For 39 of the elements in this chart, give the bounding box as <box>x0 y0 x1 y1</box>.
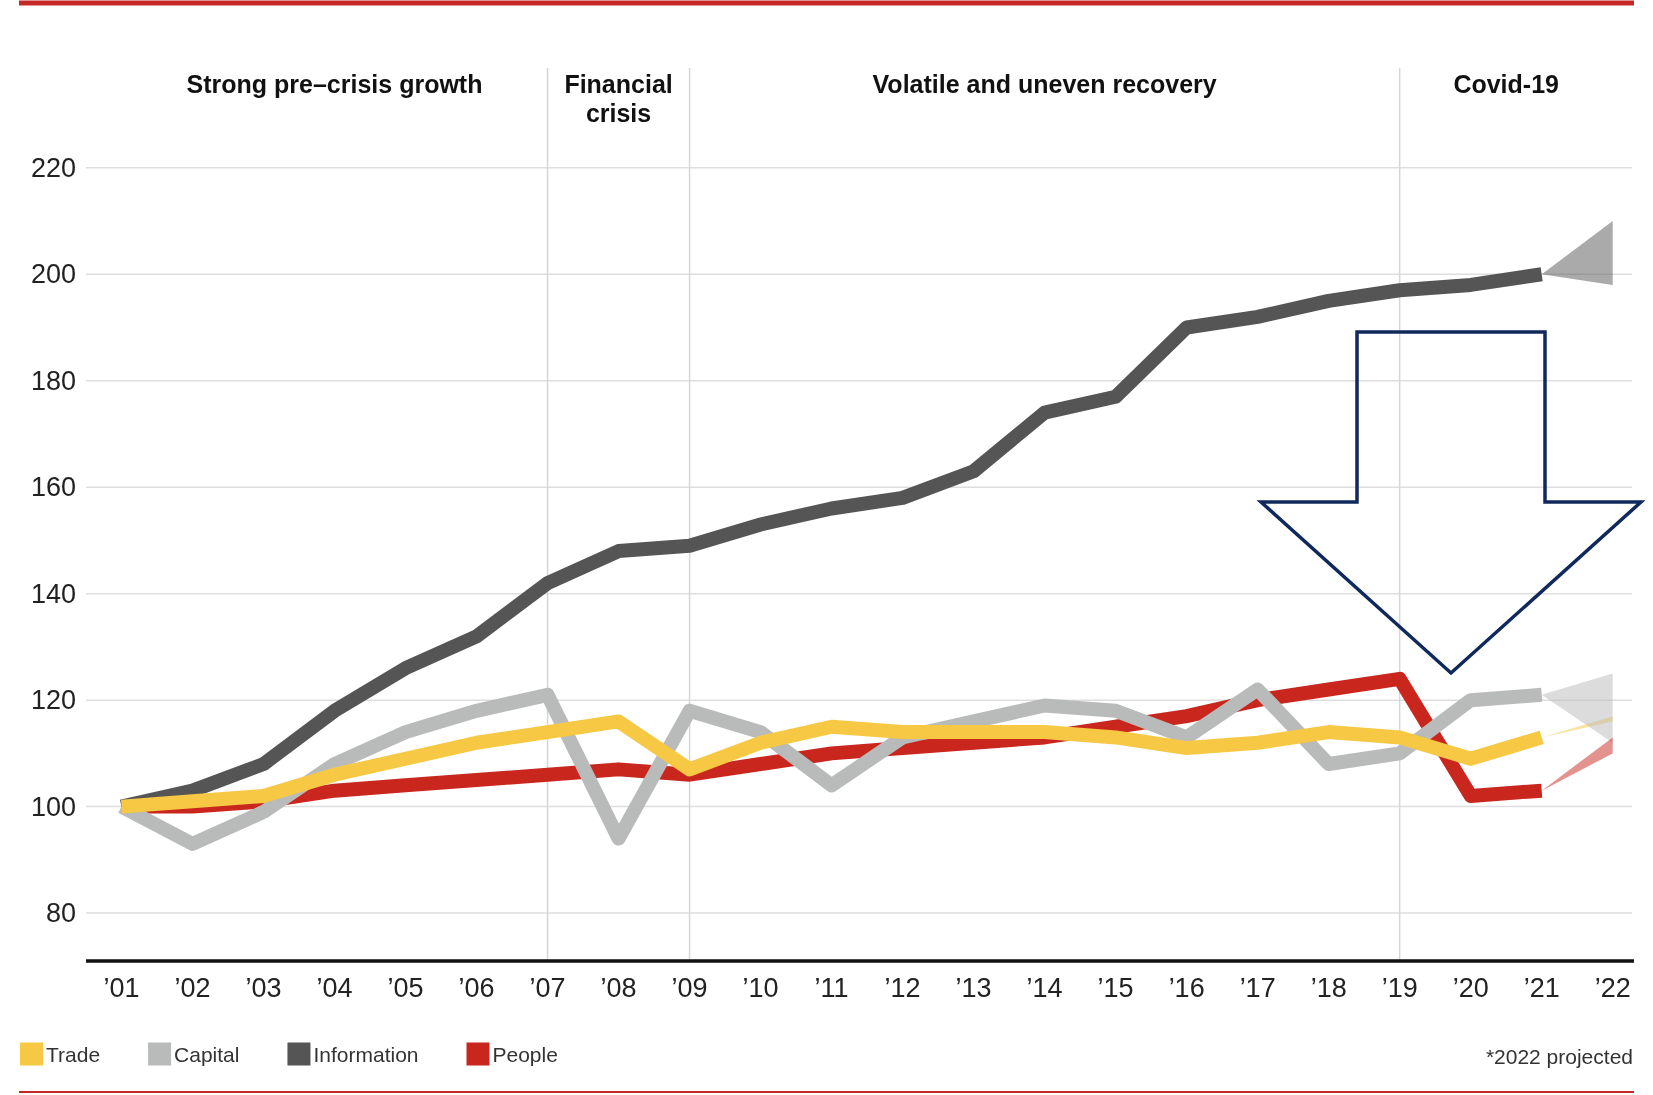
x-tick-label: ’17 <box>1239 973 1276 1003</box>
y-tick-label: 180 <box>30 365 76 396</box>
text: *2022 projected <box>1485 1044 1633 1068</box>
x-tick-label: ’07 <box>529 973 566 1003</box>
x-tick-label: ’15 <box>1097 973 1134 1003</box>
x-tick-label: ’22 <box>1594 973 1631 1003</box>
x-tick-label: ’11 <box>814 973 849 1003</box>
x-tick-label: ’01 <box>103 973 140 1003</box>
annotation: Covid-19 <box>1453 70 1559 98</box>
annotation: Volatile and uneven recovery <box>872 70 1217 98</box>
x-tick-label: ’09 <box>671 973 708 1003</box>
y-tick-label: 140 <box>30 578 76 609</box>
x-tick-label: ’14 <box>1026 973 1063 1003</box>
x-tick-label: ’05 <box>387 973 424 1003</box>
annotation: Strong pre–crisis growth <box>186 70 483 98</box>
x-tick-label: ’21 <box>1523 973 1560 1003</box>
y-tick-label: 80 <box>45 898 76 929</box>
legend-label: Capital <box>174 1042 240 1066</box>
x-tick-label: ’03 <box>245 973 282 1003</box>
x-tick-label: ’20 <box>1452 973 1489 1003</box>
y-tick-label: 220 <box>30 152 76 183</box>
x-tick-label: ’19 <box>1381 973 1418 1003</box>
x-tick-label: ’06 <box>458 973 495 1003</box>
x-tick-label: ’02 <box>174 973 211 1003</box>
x-tick-label: ’16 <box>1168 973 1205 1003</box>
legend-label: Information <box>313 1042 419 1066</box>
annotation: Financial crisis <box>564 70 673 127</box>
x-tick-label: ’18 <box>1310 973 1347 1003</box>
x-tick-label: ’08 <box>600 973 637 1003</box>
y-tick-label: 100 <box>30 791 76 822</box>
x-tick-label: ’12 <box>884 973 921 1003</box>
y-tick-label: 200 <box>30 259 76 290</box>
legend-label: People <box>492 1042 558 1066</box>
x-tick-label: ’13 <box>955 973 992 1003</box>
y-tick-label: 120 <box>30 685 76 716</box>
y-tick-label: 160 <box>30 472 76 503</box>
legend-label: Trade <box>46 1042 101 1066</box>
x-tick-label: ’04 <box>316 973 353 1003</box>
x-tick-label: ’10 <box>742 973 779 1003</box>
